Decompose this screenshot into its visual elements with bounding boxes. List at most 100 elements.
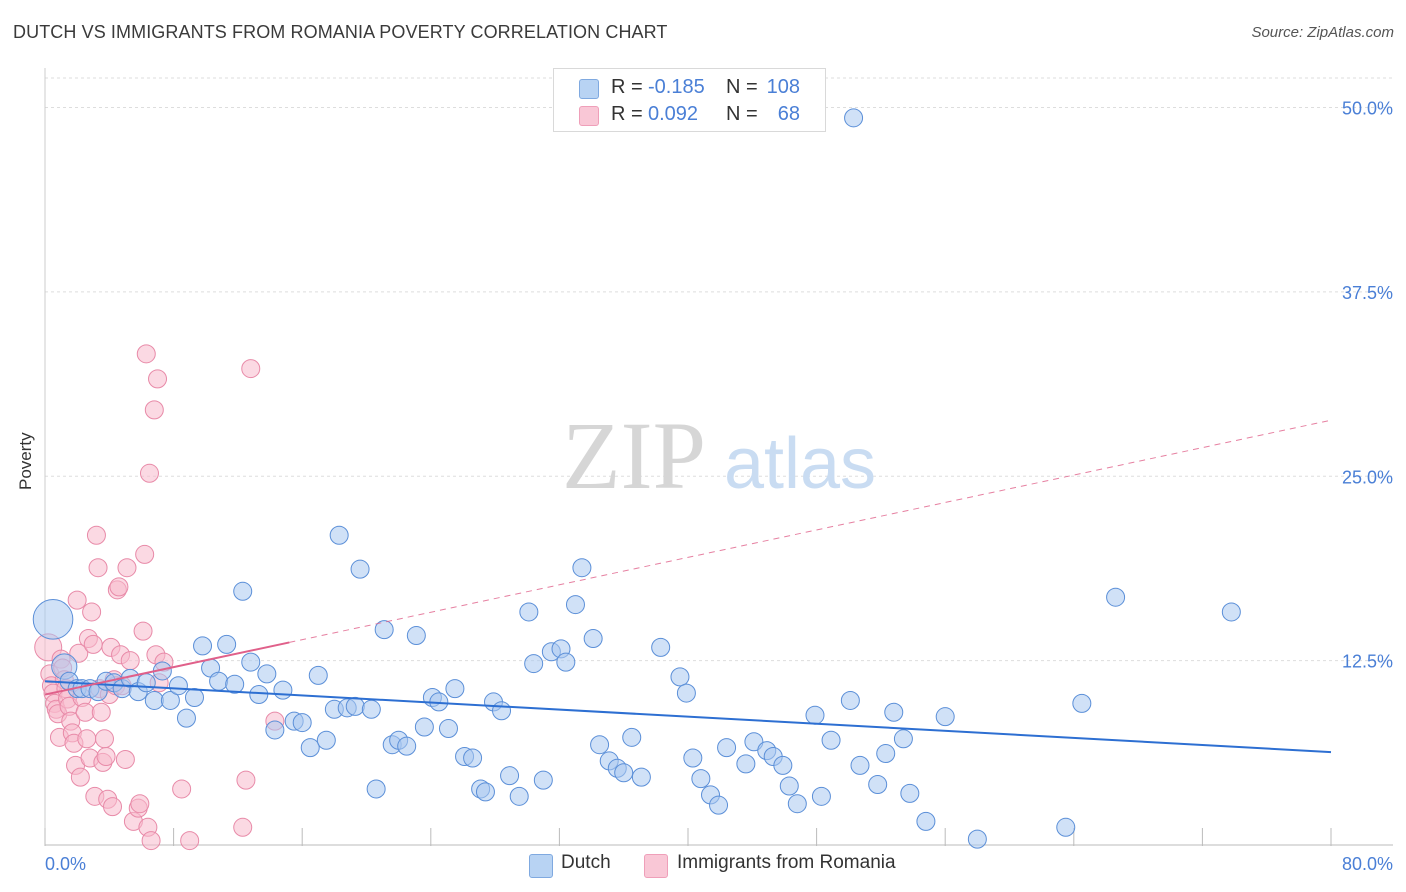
dutch-point (935, 707, 955, 727)
dutch-point (209, 671, 229, 691)
romania-point (139, 463, 159, 483)
dutch-point (492, 701, 512, 721)
y-axis-label: Poverty (16, 432, 35, 490)
dutch-point (519, 602, 539, 622)
romania-point (241, 359, 261, 379)
y-tick-label: 37.5% (1342, 283, 1393, 303)
romania-trend-line (44, 641, 290, 696)
dutch-point (524, 654, 544, 674)
dutch-point (670, 667, 690, 687)
dutch-point (893, 729, 913, 749)
romania-swatch (579, 106, 599, 126)
dutch-point (445, 679, 465, 699)
dutch-point (406, 626, 426, 646)
romania-point (135, 544, 155, 564)
y-tick-label: 25.0% (1342, 467, 1393, 487)
romania-point (141, 831, 161, 851)
n-label: N = (726, 103, 758, 125)
dutch-point (361, 699, 381, 719)
dutch-point (844, 108, 864, 128)
romania-point (86, 525, 106, 545)
dutch-point (565, 595, 585, 615)
stats-row-dutch: R = -0.185 N = 108 (554, 74, 825, 100)
dutch-point (651, 637, 671, 657)
romania-point (130, 794, 150, 814)
romania-point (172, 779, 192, 799)
romania-point (67, 590, 87, 610)
dutch-point (805, 705, 825, 725)
dutch-point (811, 786, 831, 806)
dutch-point (876, 744, 896, 764)
dutch-point (900, 783, 920, 803)
romania-point (69, 643, 89, 663)
dutch-point (233, 581, 253, 601)
tick-labels: 12.5% 25.0% 37.5% 50.0% 0.0% 80.0% (45, 99, 1393, 875)
romania-point (82, 602, 102, 622)
dutch-swatch (579, 79, 599, 99)
stats-legend: R = -0.185 N = 108 R = 0.092 N = 68 (553, 68, 826, 132)
dutch-point (438, 718, 458, 738)
romania-point (83, 634, 103, 654)
dutch-point (572, 558, 592, 578)
dutch-point (249, 685, 269, 705)
watermark-zip: ZIP (562, 402, 706, 509)
r-value: 0.092 (648, 103, 699, 125)
dutch-point (273, 680, 293, 700)
dutch-point (374, 620, 394, 640)
dutch-point (583, 629, 603, 648)
r-label: R = (611, 103, 643, 125)
dutch-point (840, 690, 860, 710)
dutch-point (500, 766, 520, 786)
dutch-point (136, 673, 156, 693)
romania-swatch (644, 854, 668, 878)
dutch-point (821, 730, 841, 750)
dutch-point (533, 770, 553, 790)
dutch-point (1221, 602, 1241, 622)
romania-trend-extension (289, 419, 1332, 643)
n-label: N = (726, 76, 758, 98)
dutch-point (32, 599, 74, 640)
dutch-point (329, 525, 349, 545)
chart-title: DUTCH VS IMMIGRANTS FROM ROMANIA POVERTY… (13, 22, 668, 42)
dutch-point (366, 779, 386, 799)
x-tick-label: 80.0% (1342, 854, 1393, 874)
dutch-point (676, 683, 696, 703)
dutch-point (709, 795, 729, 815)
watermark-atlas: atlas (724, 424, 876, 504)
dutch-point (850, 755, 870, 775)
dutch-point (868, 775, 888, 795)
romania-point (136, 344, 156, 364)
dutch-point (631, 767, 651, 787)
dutch-point (292, 713, 312, 733)
romania-point (103, 797, 123, 817)
romania-point (120, 651, 140, 671)
dutch-point (308, 665, 328, 685)
n-value: 68 (777, 103, 800, 125)
dutch-point (414, 717, 434, 737)
dutch-point (463, 748, 483, 768)
romania-point (236, 770, 256, 790)
r-value: -0.185 (648, 76, 705, 98)
dutch-point (193, 636, 213, 656)
dutch-point (168, 676, 188, 696)
dutch-point (884, 702, 904, 722)
dutch-point (590, 735, 610, 755)
dutch-point (691, 769, 711, 789)
dutch-point (176, 708, 196, 728)
source-label: Source: ZipAtlas.com (1251, 24, 1394, 41)
romania-point (70, 767, 90, 787)
r-label: R = (611, 76, 643, 98)
dutch-point (967, 829, 987, 849)
dutch-point (1072, 693, 1092, 713)
dutch-point (184, 688, 204, 707)
dutch-point (779, 776, 799, 796)
dutch-point (475, 782, 495, 802)
dutch-point (241, 652, 261, 672)
romania-point (148, 369, 168, 389)
romania-point (233, 817, 253, 837)
dutch-point (345, 696, 365, 716)
dutch-point (787, 794, 807, 814)
dutch-point (257, 664, 277, 684)
stats-row-romania: R = 0.092 N = 68 (554, 101, 825, 127)
